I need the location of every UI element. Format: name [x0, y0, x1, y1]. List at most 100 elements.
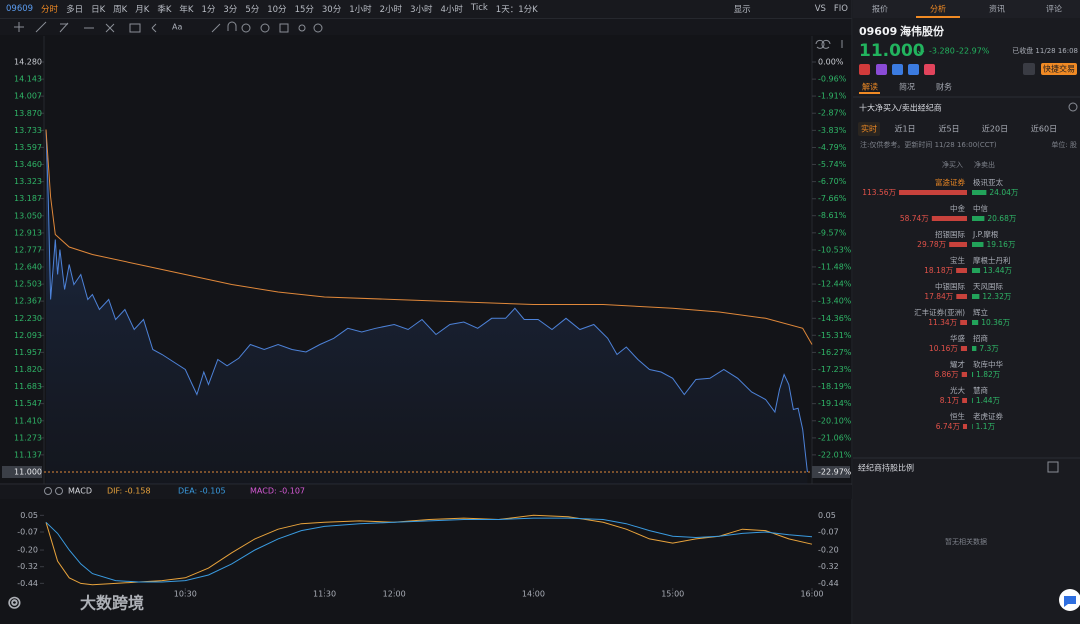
- period-tab[interactable]: 1小时: [349, 5, 372, 15]
- buyer-amount: 6.74万: [936, 422, 961, 431]
- seller-amount: 1.44万: [976, 396, 1001, 405]
- current-pct-label: -22.97%: [818, 468, 852, 477]
- range-select[interactable]: 1天：1分K: [495, 5, 538, 15]
- period-tab[interactable]: 月K: [135, 5, 150, 15]
- filter[interactable]: 近1日: [894, 124, 915, 134]
- bell-button[interactable]: [1023, 63, 1035, 75]
- x-tick-label: 16:00: [800, 590, 823, 599]
- period-tab[interactable]: 2小时: [379, 5, 403, 15]
- market-status: 已收盘 11/28 16:08: [1012, 46, 1078, 55]
- buyer-bar: [962, 398, 967, 403]
- y2-tick-label: -2.87%: [818, 109, 847, 118]
- period-tab[interactable]: 年K: [179, 5, 194, 15]
- period-tab[interactable]: 15分: [294, 5, 314, 15]
- y2-tick-label: -6.70%: [818, 177, 847, 186]
- last-price: 11.000: [859, 41, 925, 61]
- x-tick-label: 11:30: [313, 590, 336, 599]
- indicator-name[interactable]: MACD: [68, 487, 92, 496]
- seller-amount: 7.3万: [979, 344, 999, 353]
- y-tick-label: 14.143: [14, 75, 42, 84]
- display-menu[interactable]: 显示: [733, 5, 751, 15]
- font-tool[interactable]: Aa: [172, 23, 182, 32]
- period-tab[interactable]: Tick: [470, 3, 488, 13]
- y-tick-label: 12.913: [14, 228, 42, 237]
- y2-tick-label: -0.96%: [818, 75, 847, 84]
- subtab[interactable]: 财务: [936, 82, 952, 92]
- seller-amount: 19.16万: [986, 240, 1015, 249]
- panel-tab[interactable]: 资讯: [989, 4, 1005, 14]
- period-tab[interactable]: 5分: [245, 5, 260, 15]
- period-tab[interactable]: 1分: [201, 5, 216, 15]
- expand-icon[interactable]: [1047, 461, 1059, 473]
- current-price-box: [2, 466, 42, 478]
- y2-tick-label: -1.91%: [818, 92, 847, 101]
- panel-tab[interactable]: 报价: [872, 4, 888, 14]
- compare-button[interactable]: VS: [814, 4, 826, 14]
- quick-trade-button[interactable]: [1041, 63, 1077, 75]
- buyer-bar: [960, 320, 967, 325]
- y2-tick-label: -16.27%: [818, 348, 852, 357]
- panel-tabs-bg: [853, 0, 1080, 18]
- y2-tick-label: -15.31%: [818, 331, 852, 340]
- y2-tick-label: -20.10%: [818, 416, 852, 425]
- y-tick-label: 13.050: [14, 211, 42, 220]
- price-line: [45, 129, 808, 473]
- subtab[interactable]: 解读: [862, 82, 878, 92]
- period-tab[interactable]: 3小时: [410, 5, 433, 15]
- x-tick-label: 10:30: [174, 590, 197, 599]
- subtab[interactable]: 简况: [899, 82, 915, 92]
- settings-icon[interactable]: [44, 487, 52, 495]
- collapse-icon[interactable]: [1068, 102, 1078, 112]
- period-tab[interactable]: 季K: [157, 5, 172, 15]
- panel-tab[interactable]: 评论: [1046, 4, 1062, 14]
- buyer-bar: [899, 190, 967, 195]
- buyer-name: 汇丰证券(亚洲): [914, 307, 965, 317]
- y-tick-label: 14.280: [14, 58, 42, 67]
- close-icon[interactable]: [55, 487, 63, 495]
- period-tab[interactable]: 周K: [113, 5, 128, 15]
- stock-code: 09609: [6, 4, 34, 14]
- y-tick-label: 14.007: [14, 92, 42, 101]
- seller-amount: 20.68万: [987, 214, 1016, 223]
- seller-amount: 24.04万: [989, 188, 1018, 197]
- y-tick-label: -0.20: [818, 546, 839, 555]
- toolbar: 09609 分时 多日 日K 周K 月K 季K 年K 1分 3分 5分 10分 15分 30分 1小时 2小…: [0, 0, 852, 19]
- buyer-bar: [960, 346, 967, 351]
- quick-trade-label[interactable]: 快捷交易: [1043, 64, 1075, 74]
- y2-tick-label: -5.74%: [818, 160, 847, 169]
- y2-tick-label: -3.83%: [818, 126, 847, 135]
- fio-button[interactable]: FIO: [833, 4, 848, 14]
- seller-name: 慧商: [973, 385, 988, 395]
- badge: [924, 64, 935, 75]
- y-tick-label: 11.410: [14, 416, 42, 425]
- period-tab[interactable]: 分时: [41, 5, 59, 15]
- y-tick-label: -0.44: [818, 579, 839, 588]
- y2-tick-label: -21.06%: [818, 433, 852, 442]
- filter[interactable]: 近5日: [938, 124, 959, 134]
- y-tick-label: 13.187: [14, 194, 42, 203]
- buyer-bar: [956, 294, 967, 299]
- y-tick-label: 13.733: [14, 126, 42, 135]
- period-tab[interactable]: 4小时: [440, 5, 463, 15]
- x-tick-label: 12:00: [383, 590, 406, 599]
- y-tick-label: 12.777: [14, 245, 42, 254]
- active-filter-bg: [858, 122, 880, 136]
- y2-tick-label: -4.79%: [818, 143, 847, 152]
- y2-tick-label: -9.57%: [818, 228, 847, 237]
- x-tick-label: 15:00: [661, 590, 684, 599]
- seller-name: 摩根士丹利: [973, 255, 1011, 265]
- period-tab[interactable]: 10分: [267, 5, 287, 15]
- empty-state: 暂无相关数据: [945, 537, 987, 546]
- panel-tab[interactable]: 分析: [930, 4, 946, 14]
- filter[interactable]: 近20日: [982, 124, 1008, 134]
- y-tick-label: 0.05: [20, 511, 38, 520]
- period-tab[interactable]: 30分: [321, 5, 342, 15]
- period-tab[interactable]: 多日: [66, 5, 84, 15]
- period-tab[interactable]: 3分: [223, 5, 238, 15]
- period-tab[interactable]: 日K: [91, 5, 106, 15]
- filter[interactable]: 近60日: [1031, 124, 1057, 134]
- stock-code: 09609: [859, 25, 897, 38]
- watermark: 大数跨境: [80, 594, 144, 613]
- y-tick-label: -0.32: [818, 562, 839, 571]
- filter[interactable]: 实时: [861, 124, 877, 134]
